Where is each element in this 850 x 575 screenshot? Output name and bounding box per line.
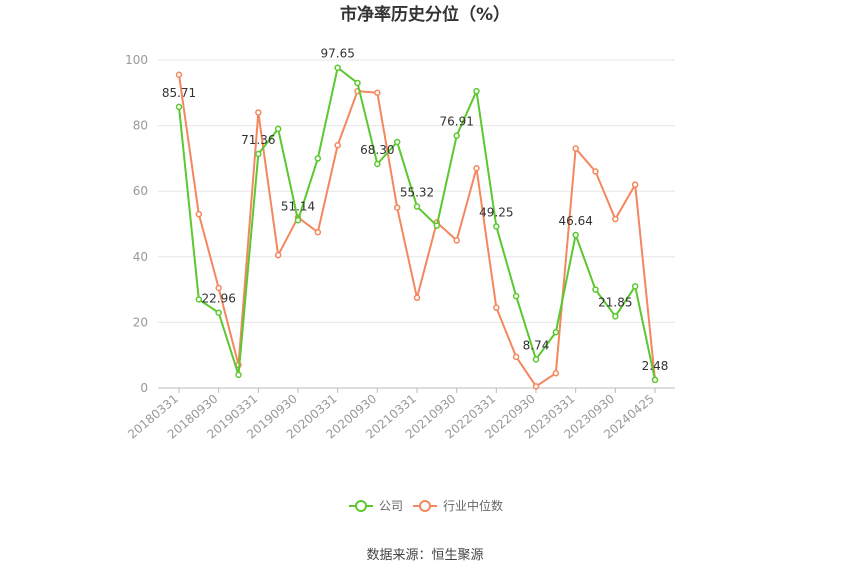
company-point[interactable] <box>393 138 401 146</box>
data-label: 97.65 <box>320 47 354 61</box>
company-point[interactable] <box>215 309 222 316</box>
company-point[interactable] <box>651 376 659 384</box>
company-point[interactable] <box>552 328 560 336</box>
industry-point[interactable] <box>612 215 619 223</box>
company-point[interactable] <box>572 231 579 239</box>
industry-point[interactable] <box>374 89 381 97</box>
industry-point[interactable] <box>334 142 341 149</box>
company-point[interactable] <box>532 356 540 363</box>
industry-point[interactable] <box>314 228 322 236</box>
legend-item-company[interactable]: 公司 <box>349 499 403 513</box>
industry-point[interactable] <box>473 164 480 172</box>
legend-marker-company <box>355 500 367 512</box>
legend-item-industry[interactable]: 行业中位数 <box>413 498 503 513</box>
company-point[interactable] <box>512 292 520 300</box>
series-layer <box>175 64 659 390</box>
data-label: 49.25 <box>479 205 513 219</box>
industry-point[interactable] <box>493 304 500 311</box>
industry-point[interactable] <box>572 145 579 152</box>
company-point[interactable] <box>255 150 262 158</box>
source-text: 数据来源：恒生聚源 <box>366 548 483 563</box>
industry-point[interactable] <box>552 369 560 377</box>
industry-point[interactable] <box>255 109 262 116</box>
y-tick-label: 60 <box>133 184 148 198</box>
data-label: 51.14 <box>281 199 315 213</box>
data-label: 21.85 <box>598 295 632 309</box>
chart-title: 市净率历史分位（%） <box>340 4 510 25</box>
company-point[interactable] <box>453 132 460 139</box>
industry-point[interactable] <box>274 251 282 259</box>
data-label: 85.71 <box>162 86 196 100</box>
company-point[interactable] <box>433 222 441 229</box>
company-point[interactable] <box>612 313 619 320</box>
legend: 公司 行业中位数 <box>349 498 503 513</box>
data-label: 22.96 <box>201 292 235 306</box>
y-tick-label: 40 <box>133 250 148 264</box>
company-point[interactable] <box>354 79 361 87</box>
data-label: 76.91 <box>439 115 473 129</box>
industry-point[interactable] <box>175 71 183 79</box>
data-label: 71.36 <box>241 133 275 147</box>
data-label: 8.74 <box>523 338 550 352</box>
y-tick-label: 80 <box>133 119 148 133</box>
data-labels: 85.71 22.96 71.36 51.14 97.65 68.30 55.32 76.91… <box>162 47 669 373</box>
industry-point[interactable] <box>393 204 401 211</box>
industry-point[interactable] <box>532 383 540 390</box>
company-point[interactable] <box>294 217 302 224</box>
industry-point[interactable] <box>195 210 203 218</box>
industry-point[interactable] <box>215 284 222 292</box>
company-point[interactable] <box>274 125 282 133</box>
industry-point[interactable] <box>453 237 460 244</box>
company-point[interactable] <box>473 87 480 95</box>
company-point[interactable] <box>631 283 639 290</box>
company-point[interactable] <box>334 64 341 71</box>
y-tick-label: 20 <box>133 315 148 329</box>
company-point[interactable] <box>195 296 203 303</box>
legend-label-company: 公司 <box>379 499 403 513</box>
y-tick-label: 100 <box>125 53 148 67</box>
company-point[interactable] <box>413 203 421 210</box>
industry-point[interactable] <box>512 353 520 361</box>
company-point[interactable] <box>592 286 599 293</box>
data-label: 46.64 <box>558 214 592 228</box>
industry-point[interactable] <box>592 168 599 175</box>
legend-marker-industry <box>419 500 431 512</box>
data-label: 55.32 <box>400 186 434 200</box>
industry-line <box>178 74 656 388</box>
company-point[interactable] <box>374 160 381 168</box>
legend-label-industry: 行业中位数 <box>443 498 503 513</box>
company-point[interactable] <box>175 103 183 111</box>
company-point[interactable] <box>314 155 322 162</box>
company-point[interactable] <box>493 223 500 230</box>
industry-point[interactable] <box>413 294 421 302</box>
data-label: 68.30 <box>360 143 394 157</box>
data-label: 2.48 <box>642 359 669 373</box>
company-point[interactable] <box>235 371 242 379</box>
industry-point[interactable] <box>631 181 639 188</box>
grid <box>158 59 675 323</box>
y-tick-label: 0 <box>140 381 148 395</box>
